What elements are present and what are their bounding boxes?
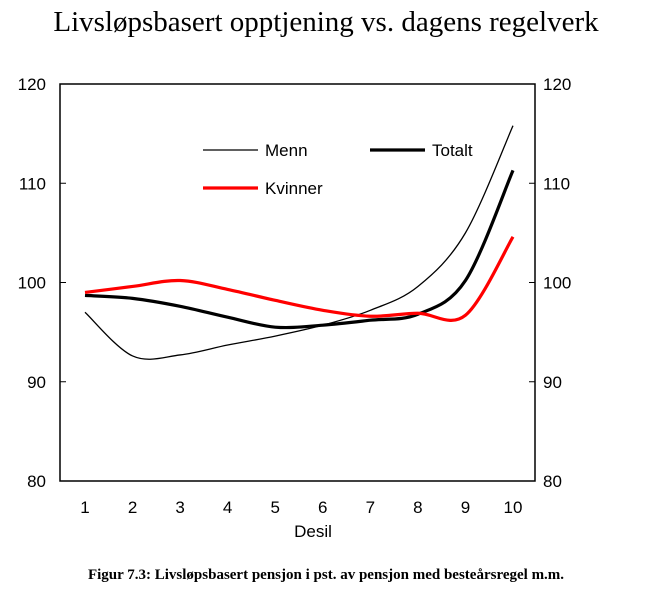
y-tick-label-right: 120: [543, 75, 571, 94]
figure-caption: Figur 7.3: Livsløpsbasert pensjon i pst.…: [87, 567, 565, 583]
chart-title: Livsløpsbasert opptjening vs. dagens reg…: [53, 6, 599, 38]
series-line-menn: [84, 125, 514, 360]
x-tick-label: 10: [504, 498, 523, 517]
x-tick-label: 5: [270, 498, 279, 517]
x-axis-label: Desil: [294, 522, 332, 541]
y-tick-label-left: 100: [18, 274, 46, 293]
legend-label-kvinner: Kvinner: [265, 179, 323, 198]
x-tick-label: 9: [461, 498, 470, 517]
legend-label-totalt: Totalt: [432, 141, 473, 160]
y-tick-label-right: 80: [543, 472, 562, 491]
series-line-totalt: [84, 169, 515, 330]
x-tick-label: 8: [413, 498, 422, 517]
y-tick-label-left: 110: [19, 174, 46, 193]
legend-label-menn: Menn: [265, 141, 308, 160]
x-tick-label: 6: [318, 498, 327, 517]
x-tick-label: 7: [366, 498, 375, 517]
y-tick-label-left: 80: [27, 472, 46, 491]
y-tick-label-left: 120: [18, 75, 46, 94]
y-tick-label-left: 90: [27, 373, 46, 392]
series-line-kvinner: [84, 236, 515, 322]
y-tick-label-right: 100: [543, 274, 571, 293]
x-tick-label: 1: [80, 498, 89, 517]
x-tick-label: 3: [175, 498, 184, 517]
y-tick-label-right: 90: [543, 373, 562, 392]
x-tick-label: 4: [223, 498, 232, 517]
y-tick-label-right: 110: [543, 174, 570, 193]
x-tick-label: 2: [128, 498, 137, 517]
